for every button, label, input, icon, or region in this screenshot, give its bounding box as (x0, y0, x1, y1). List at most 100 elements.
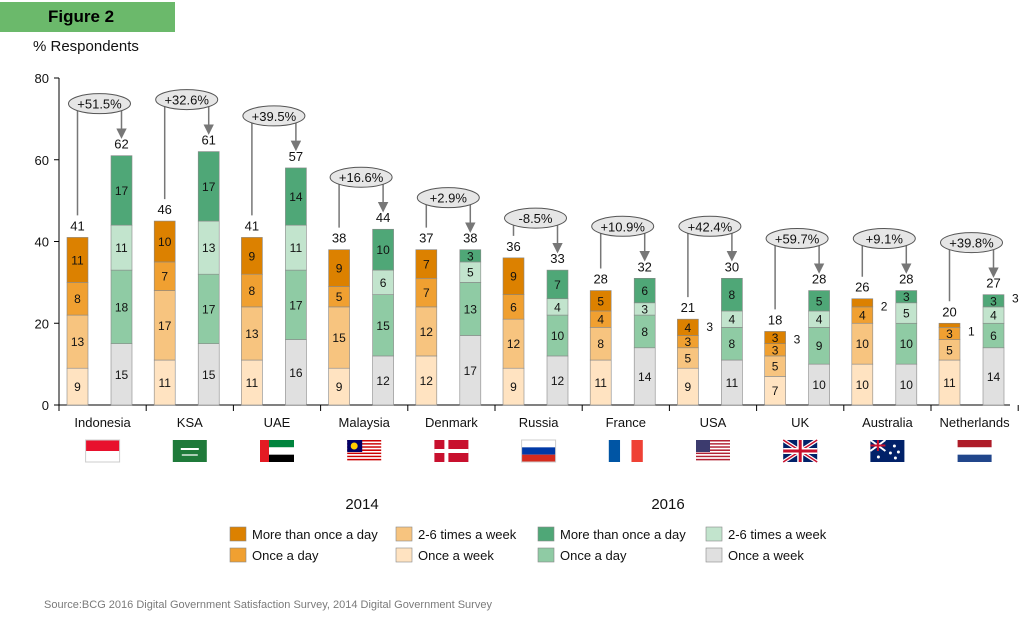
data-label: 10 (376, 243, 390, 257)
data-label: 14 (638, 370, 652, 384)
data-label: 17 (289, 298, 303, 312)
growth-bubble (329, 166, 393, 188)
bar-segment-2016-russia (546, 269, 569, 300)
bar-segment-2016-australia (895, 290, 918, 304)
data-label: 9 (816, 339, 823, 353)
data-label: 2 (881, 300, 888, 314)
total-label-2014: 37 (419, 231, 433, 246)
data-label: 6 (641, 284, 648, 298)
total-label-2016: 30 (725, 259, 739, 274)
total-label-2014: 46 (157, 202, 171, 217)
data-label: 10 (856, 378, 870, 392)
data-label: 7 (423, 257, 430, 271)
data-label: 5 (597, 294, 604, 308)
data-label: 3 (706, 320, 713, 334)
data-label: 8 (597, 337, 604, 351)
data-label: 5 (946, 343, 953, 357)
data-label: 5 (772, 360, 779, 374)
data-label: 17 (158, 319, 172, 333)
data-label: 8 (74, 292, 81, 306)
data-label: 13 (464, 302, 478, 316)
total-label-2016: 57 (289, 149, 303, 164)
growth-bubble (591, 215, 655, 237)
bar-segment-2016-ksa (197, 151, 220, 222)
data-label: 17 (202, 302, 216, 316)
uae-flag (260, 440, 294, 462)
growth-bubble (765, 228, 829, 250)
data-label: 10 (158, 235, 172, 249)
total-label-2016: 32 (637, 259, 651, 274)
data-label: 5 (685, 351, 692, 365)
data-label: 12 (376, 374, 390, 388)
total-label-2016: 27 (986, 276, 1000, 291)
growth-label: +42.4% (688, 219, 733, 234)
growth-label: +16.6% (339, 170, 384, 185)
data-label: 4 (816, 313, 823, 327)
data-label: 5 (336, 290, 343, 304)
legend-swatch (395, 547, 413, 563)
data-label: 4 (685, 321, 692, 335)
bar-segment-2014-france (589, 290, 612, 312)
data-label: 9 (336, 380, 343, 394)
data-label: 11 (158, 376, 171, 390)
bar-segment-2016-uae (285, 167, 307, 226)
france-flag (608, 440, 643, 462)
legend-label: 2-6 times a week (728, 527, 827, 542)
legend-label: More than once a day (560, 527, 686, 542)
bar-segment-2016-malaysia (372, 228, 394, 271)
legend-label: Once a week (728, 548, 804, 563)
data-label: 8 (729, 288, 736, 302)
legend-label: Once a day (252, 548, 319, 563)
y-tick-label: 40 (35, 235, 49, 250)
data-label: 3 (903, 290, 910, 304)
legend-swatch (229, 547, 247, 563)
legend-swatch (229, 526, 247, 542)
legend-label: Once a week (418, 548, 494, 563)
data-label: 15 (376, 319, 390, 333)
growth-label: +2.9% (430, 191, 468, 206)
year-label-2014: 2014 (345, 496, 378, 513)
data-label: 11 (943, 376, 956, 390)
data-label: 15 (115, 368, 129, 382)
indonesia-flag (85, 439, 121, 463)
bar-segment-2014-indonesia (66, 237, 89, 283)
bar-segment-2016-denmark (459, 249, 482, 263)
legend-swatch (537, 526, 555, 542)
bar-segment-2016-indonesia (110, 155, 133, 226)
data-label: 12 (420, 325, 434, 339)
data-label: 1 (968, 324, 975, 338)
year-label-2016: 2016 (651, 496, 684, 513)
data-label: 13 (202, 241, 216, 255)
data-label: 12 (507, 337, 521, 351)
bar-segment-2016-france (633, 277, 656, 304)
growth-bubble (68, 93, 131, 115)
data-label: 4 (859, 309, 866, 323)
data-label: 18 (115, 300, 129, 314)
data-label: 9 (249, 249, 256, 263)
data-label: 15 (332, 331, 346, 345)
total-label-2014: 28 (593, 272, 607, 287)
data-label: 17 (115, 184, 129, 198)
growth-label: +51.5% (77, 97, 122, 112)
growth-bubble (852, 228, 916, 250)
x-tick-label: UK (791, 415, 809, 430)
data-label: 3 (990, 294, 997, 308)
malaysia-flag (347, 440, 382, 462)
data-label: 12 (551, 374, 565, 388)
data-label: 4 (597, 313, 604, 327)
total-label-2014: 20 (942, 304, 956, 319)
growth-label: +9.1% (866, 232, 904, 247)
total-label-2016: 62 (114, 137, 128, 152)
data-label: 17 (202, 180, 216, 194)
data-label: 10 (856, 337, 870, 351)
data-label: 9 (510, 270, 517, 284)
data-label: 4 (990, 309, 997, 323)
australia-flag (869, 439, 905, 462)
saudi-flag (172, 440, 207, 462)
legend-swatch (395, 526, 413, 542)
y-tick-label: 80 (35, 71, 49, 86)
data-label: 11 (115, 241, 128, 255)
bar-segment-2014-netherlands (938, 322, 961, 328)
total-label-2016: 28 (899, 272, 913, 287)
data-label: 8 (729, 337, 736, 351)
